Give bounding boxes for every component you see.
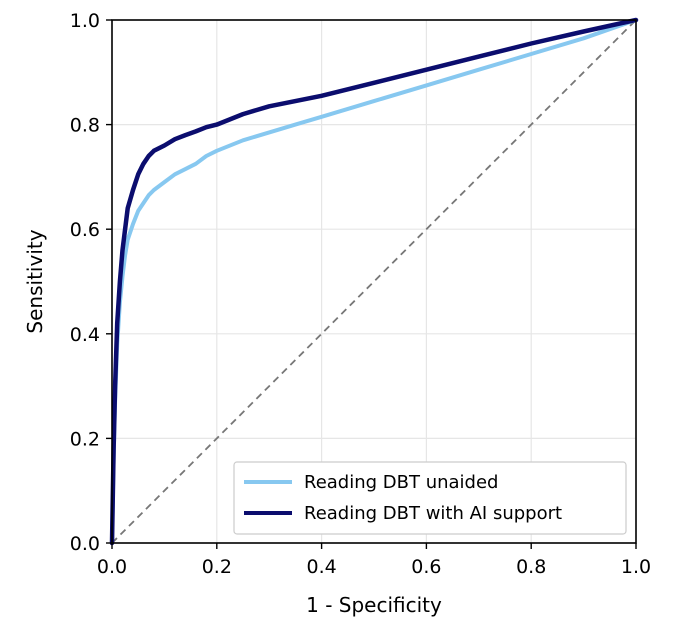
y-tick-label: 1.0 bbox=[70, 10, 100, 32]
y-tick-label: 0.6 bbox=[70, 219, 100, 241]
y-tick-label: 0.2 bbox=[70, 428, 100, 450]
x-tick-label: 0.2 bbox=[202, 556, 232, 578]
y-axis-label: Sensitivity bbox=[23, 229, 47, 333]
y-tick-label: 0.8 bbox=[70, 115, 100, 137]
tick-layer: 0.0 0.2 0.4 0.6 0.8 1.0 0.0 0.2 0.4 0.6 0.8 1.0 bbox=[70, 10, 651, 578]
roc-curve-ai-support bbox=[109, 17, 639, 546]
x-axis-label: 1 - Specificity bbox=[306, 593, 442, 617]
legend-label-unaided: Reading DBT unaided bbox=[304, 472, 498, 493]
x-tick-label: 0.6 bbox=[411, 556, 441, 578]
legend: Reading DBT unaided Reading DBT with AI … bbox=[233, 461, 627, 535]
x-tick-label: 0.8 bbox=[516, 556, 546, 578]
y-tick-label: 0.4 bbox=[70, 324, 100, 346]
x-tick-label: 0.0 bbox=[97, 556, 127, 578]
plot-frame bbox=[111, 19, 637, 544]
x-tick-label: 1.0 bbox=[621, 556, 651, 578]
chance-reference-line bbox=[111, 19, 637, 544]
x-tick-label: 0.4 bbox=[306, 556, 336, 578]
legend-box bbox=[233, 461, 627, 535]
y-tick-label: 0.0 bbox=[70, 533, 100, 555]
legend-label-ai-support: Reading DBT with AI support bbox=[304, 503, 562, 524]
series-layer bbox=[109, 17, 639, 546]
